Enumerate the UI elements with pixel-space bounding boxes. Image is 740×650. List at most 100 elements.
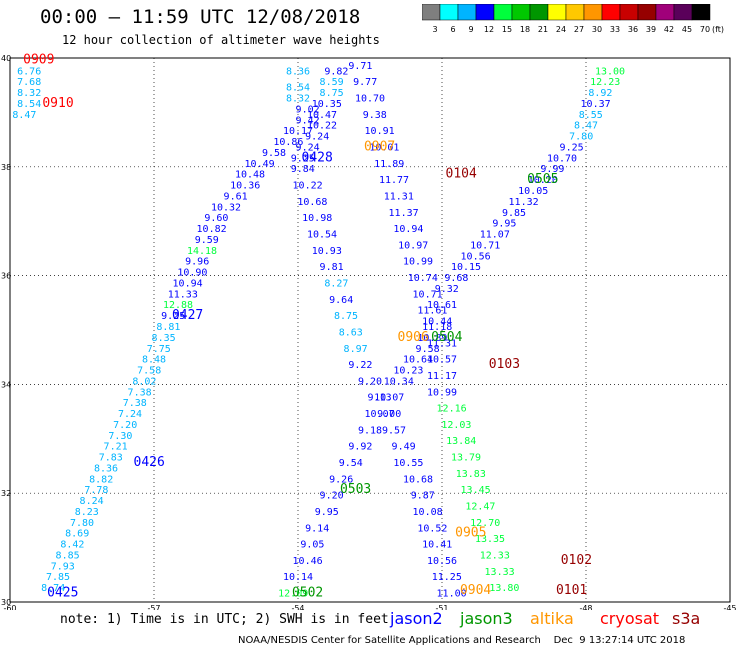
chart-subtitle: 12 hour collection of altimeter wave hei… [62, 33, 380, 47]
scale-unit: (ft) [712, 25, 724, 34]
swh-value: 8.35 [152, 333, 176, 344]
swh-value: 10.93 [312, 246, 342, 257]
swh-value: 10.55 [393, 458, 423, 469]
swh-value: 7.80 [70, 518, 94, 529]
swh-value: 7.58 [137, 366, 161, 377]
swh-value: 12.23 [590, 77, 620, 88]
swh-value: 10.32 [211, 202, 241, 213]
swh-value: 8.69 [65, 529, 89, 540]
swh-value: 10.22 [307, 121, 337, 132]
swh-value: 10.98 [302, 213, 332, 224]
swh-value: 7.80 [569, 132, 593, 143]
swh-value: 10.97 [398, 240, 428, 251]
swh-value: 9.00 [377, 409, 401, 420]
swh-value: 10.61 [427, 300, 457, 311]
swh-value: 12.47 [465, 502, 495, 513]
swh-value: 8.32 [17, 88, 41, 99]
color-scale-legend: 3 6 9 12 15 18 21 24 27 30 33 36 39 42 45 70 (ft) [422, 4, 724, 34]
swh-value: 11.00 [437, 589, 467, 600]
pass-label: 0907 [364, 139, 395, 154]
y-tick-label: 36 [1, 272, 11, 281]
scale-label-33: 33 [610, 25, 620, 34]
swh-value: 10.41 [422, 540, 452, 551]
swh-value: 9.84 [291, 164, 315, 175]
swh-value: 8.55 [579, 110, 603, 121]
pass-label: 0503 [340, 482, 371, 497]
swh-value: 10.49 [245, 159, 275, 170]
pass-label: 0102 [561, 553, 592, 568]
swh-value: 8.75 [334, 311, 358, 322]
swh-value: 10.99 [427, 387, 457, 398]
swh-value: 11.25 [432, 572, 462, 583]
scale-label-42: 42 [664, 25, 674, 34]
swh-value: 9.61 [224, 191, 248, 202]
x-tick-label: -48 [579, 604, 592, 610]
swh-value: 7.75 [147, 344, 171, 355]
swh-value: 11.32 [509, 197, 539, 208]
swh-value: 9.14 [305, 523, 329, 534]
swh-value: 7.78 [84, 485, 108, 496]
swh-value: 8.63 [339, 327, 363, 338]
pass-label: 0904 [460, 583, 491, 598]
track-1: 8.368.548.329.029.4210.1710.869.5810.491… [41, 66, 319, 594]
legend-satellite-cryosat: cryosat [600, 609, 660, 628]
swh-value: 7.21 [104, 442, 128, 453]
swh-value: 9.95 [492, 219, 516, 230]
swh-value: 10.22 [293, 181, 323, 192]
swh-value: 6.76 [17, 66, 41, 77]
scale-label-6: 6 [450, 25, 455, 34]
swh-value: 10.23 [393, 366, 423, 377]
scale-label-45: 45 [682, 25, 692, 34]
swh-value: 8.27 [324, 278, 348, 289]
scale-label-21: 21 [538, 25, 548, 34]
swh-value: 9.71 [348, 61, 372, 72]
swh-value: 12.70 [470, 518, 500, 529]
legend-satellite-s3a: s3a [672, 609, 701, 628]
swh-value: 12.16 [437, 404, 467, 415]
swh-value: 8.32 [286, 94, 310, 105]
x-tick-label: -54 [291, 604, 304, 610]
pass-label: 0428 [302, 150, 333, 165]
swh-value: 8.92 [588, 88, 612, 99]
scale-label-39: 39 [646, 25, 656, 34]
swh-value: 7.93 [51, 561, 75, 572]
scale-swatch-70 [691, 4, 711, 21]
swh-value: 7.20 [113, 420, 137, 431]
swh-value: 10.17 [283, 126, 313, 137]
swh-value: 8.54 [286, 83, 310, 94]
swh-value: 9.87 [411, 491, 435, 502]
swh-value: 8.23 [75, 507, 99, 518]
legend-satellite-jason2: jason2 [390, 609, 443, 628]
pass-label: 0910 [42, 96, 73, 111]
swh-value: 10.56 [427, 556, 457, 567]
swh-value: 13.80 [489, 583, 519, 594]
swh-value: 10.34 [384, 376, 414, 387]
legend-satellite-altika: altika [530, 609, 574, 628]
x-tick-label: -45 [723, 604, 736, 610]
swh-value: 10.48 [235, 170, 265, 181]
swh-value: 9.64 [329, 295, 353, 306]
y-tick-label: 30 [1, 598, 11, 607]
swh-value: 13.84 [446, 436, 476, 447]
swh-value: 10.46 [293, 556, 323, 567]
pass-label: 0906 [398, 330, 429, 345]
swh-value: 13.45 [461, 485, 491, 496]
swh-value: 7.83 [99, 453, 123, 464]
swh-value: 9.25 [560, 142, 584, 153]
swh-value: 13.00 [595, 66, 625, 77]
swh-value: 11.31 [427, 338, 457, 349]
swh-value: 9.24 [305, 132, 329, 143]
swh-value: 8.54 [17, 99, 41, 110]
swh-value: 10.56 [461, 251, 491, 262]
swh-value: 8.82 [89, 474, 113, 485]
swh-value: 7.38 [128, 387, 152, 398]
swh-value: 10.94 [393, 224, 423, 235]
pass-label: 0909 [23, 52, 54, 67]
swh-value: 8.85 [56, 550, 80, 561]
swh-value: 9.77 [353, 77, 377, 88]
swh-value: 11.89 [374, 159, 404, 170]
scale-label-12: 12 [484, 25, 494, 34]
scale-label-24: 24 [556, 25, 566, 34]
swh-value: 10.68 [403, 474, 433, 485]
swh-value: 10.90 [177, 268, 207, 279]
